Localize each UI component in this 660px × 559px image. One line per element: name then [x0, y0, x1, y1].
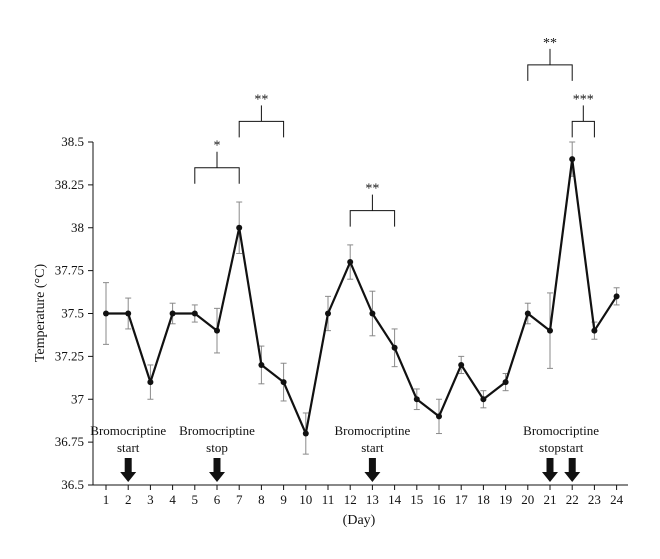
annotation-label-4-line-0: start [561, 440, 584, 455]
data-point-day-20 [524, 310, 531, 317]
y-tick-label-6: 38 [71, 220, 84, 235]
x-tick-label-5: 6 [214, 492, 221, 507]
x-tick-label-6: 7 [236, 492, 243, 507]
annotation-label-1-line-1: stop [206, 440, 228, 455]
y-axis-title: Temperature (°C) [33, 264, 48, 363]
data-point-day-19 [502, 379, 509, 386]
x-tick-label-1: 2 [125, 492, 132, 507]
y-tick-label-1: 36.75 [55, 434, 84, 449]
data-point-day-6 [214, 327, 220, 334]
annotation-arrow-2 [364, 458, 381, 482]
y-tick-label-5: 37.75 [55, 263, 84, 278]
x-tick-label-12: 13 [366, 492, 379, 507]
annotation-label-3-line-0: stop [539, 440, 561, 455]
data-point-day-13 [369, 310, 376, 317]
x-tick-label-7: 8 [258, 492, 265, 507]
error-bars [103, 141, 620, 455]
data-point-day-9 [280, 379, 287, 386]
significance-brackets: ********** [194, 36, 595, 227]
data-point-day-12 [347, 259, 354, 266]
data-point-day-8 [258, 361, 265, 368]
y-tick-label-8: 38.5 [61, 134, 84, 149]
significance-label-1: ** [254, 92, 268, 107]
data-point-day-21 [547, 327, 553, 334]
x-tick-label-2: 3 [147, 492, 154, 507]
annotation-label-2-line-0: Bromocriptine [334, 423, 410, 438]
data-point-day-2 [125, 310, 132, 317]
annotation-label-0-line-0: Bromocriptine [90, 423, 166, 438]
x-tick-label-19: 20 [521, 492, 534, 507]
y-tick-label-0: 36.5 [61, 477, 84, 492]
data-point-day-14 [391, 344, 398, 351]
annotation-arrow-3 [542, 458, 558, 482]
significance-label-3: ** [543, 36, 557, 51]
x-tick-label-22: 23 [588, 492, 601, 507]
x-tick-label-20: 21 [544, 492, 557, 507]
x-tick-label-16: 17 [455, 492, 469, 507]
significance-label-2: ** [365, 182, 379, 197]
annotation-label-1-line-0: Bromocriptine [179, 423, 255, 438]
significance-label-0: * [214, 139, 221, 154]
x-tick-label-0: 1 [103, 492, 110, 507]
significance-bracket-0 [194, 167, 240, 184]
y-tick-label-2: 37 [71, 391, 85, 406]
x-tick-label-17: 18 [477, 492, 490, 507]
annotation-label-0-line-1: start [117, 440, 140, 455]
annotation-arrow-0 [120, 458, 137, 482]
data-point-day-1 [103, 310, 109, 317]
data-point-day-3 [147, 379, 154, 386]
data-point-day-10 [302, 430, 309, 437]
significance-bracket-3 [527, 64, 573, 81]
data-point-day-17 [458, 361, 465, 368]
data-point-day-7 [236, 224, 243, 231]
x-tick-label-9: 10 [299, 492, 312, 507]
data-point-day-18 [480, 396, 487, 403]
data-point-day-22 [569, 156, 576, 163]
x-tick-label-15: 16 [433, 492, 447, 507]
significance-label-4: *** [573, 92, 594, 107]
data-point-day-15 [413, 396, 420, 403]
data-point-day-16 [436, 413, 442, 420]
x-tick-label-14: 15 [410, 492, 423, 507]
annotation-arrow-4 [564, 458, 581, 482]
y-tick-label-3: 37.25 [55, 348, 84, 363]
data-point-day-23 [591, 327, 598, 334]
significance-bracket-1 [238, 120, 285, 138]
data-series [103, 156, 620, 437]
x-tick-label-21: 22 [566, 492, 579, 507]
x-tick-label-8: 9 [280, 492, 287, 507]
data-point-day-4 [169, 310, 176, 317]
annotation-arrow-1 [209, 458, 225, 482]
significance-bracket-2 [349, 210, 396, 227]
x-axis-title: (Day) [343, 513, 376, 528]
annotation-extra-label: Bromocriptine [523, 423, 599, 438]
data-point-day-5 [191, 310, 198, 317]
significance-bracket-4 [571, 120, 595, 138]
y-tick-label-7: 38.25 [55, 177, 84, 192]
y-tick-label-4: 37.5 [61, 306, 84, 321]
x-tick-label-18: 19 [499, 492, 512, 507]
x-tick-label-23: 24 [610, 492, 624, 507]
x-tick-label-10: 11 [322, 492, 335, 507]
chart-annotations: Bromocriptine start Bromocriptine stop Bromo… [90, 423, 599, 482]
x-tick-label-3: 4 [169, 492, 176, 507]
x-tick-label-11: 12 [344, 492, 357, 507]
x-tick-label-13: 14 [388, 492, 402, 507]
data-point-day-24 [613, 293, 620, 300]
annotation-label-2-line-1: start [361, 440, 384, 455]
data-point-day-11 [325, 310, 331, 317]
x-tick-label-4: 5 [192, 492, 199, 507]
series-line [106, 158, 618, 435]
